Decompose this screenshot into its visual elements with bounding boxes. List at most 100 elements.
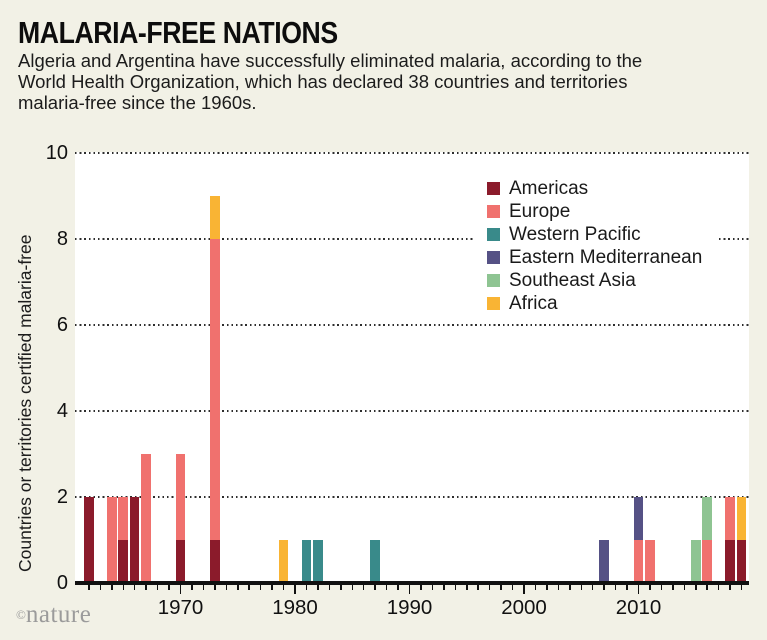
x-axis-line — [75, 581, 749, 585]
legend-label: Europe — [509, 201, 571, 222]
x-tick-1971 — [191, 584, 193, 590]
x-tick-2005 — [580, 584, 582, 590]
legend-item-africa: Africa — [487, 292, 702, 315]
x-tick-2001 — [534, 584, 537, 590]
chart-subtitle: Algeria and Argentina have successfully … — [18, 50, 643, 113]
x-tick-2007 — [603, 584, 605, 590]
x-tick-label-1970: 1970 — [157, 596, 204, 619]
bar-1964-europe — [107, 497, 117, 583]
x-tick-1968 — [156, 584, 159, 590]
x-tick-2017 — [717, 584, 720, 590]
y-tick-label-2: 2 — [56, 486, 68, 508]
x-tick-1966 — [133, 584, 136, 590]
x-tick-1972 — [202, 584, 205, 590]
x-tick-1970 — [179, 584, 182, 594]
bar-2016-southeast-asia — [702, 497, 712, 540]
x-tick-2018 — [729, 584, 731, 590]
x-tick-2003 — [557, 584, 560, 590]
y-tick-label-8: 8 — [56, 228, 68, 250]
gridline-y10 — [75, 152, 749, 154]
x-tick-2006 — [591, 584, 594, 590]
legend-item-europe: Europe — [487, 200, 702, 223]
legend-label: Eastern Mediterranean — [509, 247, 703, 268]
x-tick-1993 — [443, 584, 445, 590]
x-tick-1982 — [317, 584, 319, 590]
y-tick-label-0: 0 — [56, 572, 68, 594]
x-tick-2002 — [546, 584, 548, 590]
x-tick-1988 — [385, 584, 388, 590]
legend-label: Western Pacific — [509, 224, 641, 245]
x-tick-2008 — [614, 584, 617, 590]
bar-1981-western-pacific — [301, 540, 312, 583]
x-tick-1981 — [305, 584, 308, 590]
x-tick-label-2010: 2010 — [615, 596, 662, 619]
x-tick-2010 — [637, 584, 640, 594]
x-tick-1998 — [500, 584, 502, 590]
y-axis-label: Countries or territories certified malar… — [15, 234, 35, 572]
x-tick-2000 — [523, 584, 525, 594]
x-tick-1995 — [466, 584, 468, 590]
bar-2015-southeast-asia — [690, 540, 701, 583]
x-tick-2016 — [706, 584, 708, 590]
bar-2019-americas — [736, 540, 747, 583]
legend-swatch-icon — [487, 182, 500, 195]
bar-2019-africa — [736, 497, 747, 540]
legend-item-eastern-mediterranean: Eastern Mediterranean — [487, 246, 702, 269]
x-tick-1962 — [88, 584, 90, 590]
x-tick-1985 — [351, 584, 353, 590]
legend-swatch-icon — [487, 274, 500, 287]
x-tick-1974 — [225, 584, 228, 590]
x-tick-1999 — [511, 584, 514, 590]
x-tick-2009 — [626, 584, 628, 590]
x-tick-1989 — [397, 584, 399, 590]
gridline-y2 — [75, 496, 749, 498]
bar-2016-europe — [702, 540, 712, 583]
x-tick-2004 — [569, 584, 571, 590]
x-tick-1996 — [477, 584, 479, 590]
x-tick-1991 — [420, 584, 422, 590]
legend-item-americas: Americas — [487, 177, 702, 200]
bar-1962-americas — [84, 497, 94, 583]
bar-1970-europe — [175, 454, 186, 540]
bar-1973-europe — [210, 239, 220, 540]
bar-1965-europe — [118, 497, 129, 540]
x-tick-2019 — [740, 584, 743, 590]
x-tick-1965 — [122, 584, 124, 590]
x-tick-2013 — [672, 584, 674, 590]
bar-2018-europe — [725, 497, 735, 540]
y-tick-label-10: 10 — [45, 142, 68, 164]
x-tick-2015 — [695, 584, 697, 590]
legend-swatch-icon — [487, 251, 500, 264]
x-tick-1987 — [374, 584, 376, 590]
x-tick-1986 — [362, 584, 365, 590]
x-tick-label-2000: 2000 — [501, 596, 547, 619]
legend: Americas Europe Western Pacific Eastern Med… — [474, 172, 717, 323]
legend-label: Southeast Asia — [509, 270, 636, 291]
bar-1982-western-pacific — [313, 540, 323, 583]
x-tick-1984 — [340, 584, 342, 590]
x-tick-1983 — [328, 584, 331, 590]
x-tick-1963 — [99, 584, 102, 590]
legend-swatch-icon — [487, 205, 500, 218]
bar-2010-eastern-mediterranean — [633, 497, 644, 540]
legend-label: Africa — [509, 293, 558, 314]
nature-credit: ©nature — [16, 601, 91, 629]
bar-2018-americas — [725, 540, 735, 583]
x-tick-1967 — [145, 584, 147, 590]
y-tick-label-4: 4 — [56, 400, 68, 422]
bar-1973-africa — [210, 196, 220, 239]
legend-label: Americas — [509, 178, 589, 199]
bar-1966-americas — [129, 497, 140, 583]
x-tick-2012 — [660, 584, 663, 590]
x-tick-1976 — [248, 584, 250, 590]
x-tick-1978 — [271, 584, 273, 590]
legend-item-western-pacific: Western Pacific — [487, 223, 702, 246]
x-tick-label-1990: 1990 — [386, 596, 433, 619]
x-tick-1997 — [488, 584, 491, 590]
bar-2010-europe — [633, 540, 644, 583]
gridline-y8 — [75, 238, 749, 240]
x-tick-1990 — [408, 584, 411, 594]
x-tick-label-1980: 1980 — [272, 596, 318, 619]
x-tick-2011 — [649, 584, 651, 590]
